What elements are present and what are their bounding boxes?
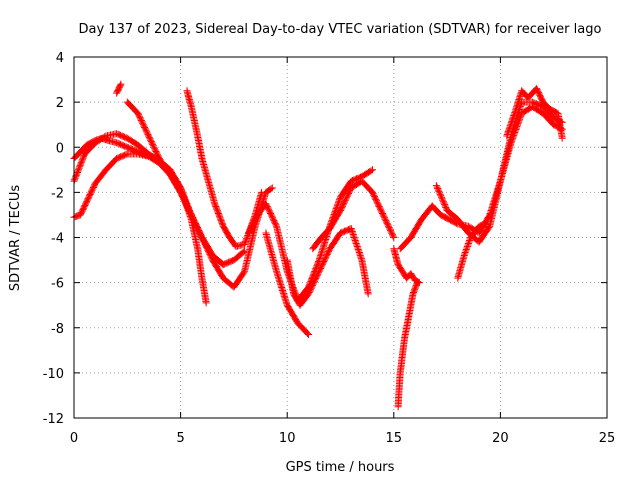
axis-ticks: 0 5 10 15 20 25 -12 -10 -8 -6 -4 -2 0 2 4 [43,51,616,446]
series-arc-8 [262,229,312,338]
series-markers [262,229,312,338]
series-arc-2 [70,150,249,269]
series-arc-16 [503,85,566,142]
series-arc-11 [390,245,423,287]
series-markers [394,279,421,411]
y-tick-label: -2 [51,186,64,201]
series-arc-12 [394,279,421,411]
series-markers [113,80,125,97]
series-arc-3 [70,130,210,307]
series-markers [454,220,489,282]
series-markers [283,225,372,309]
y-tick-label: -12 [43,412,64,427]
series-arc-10 [309,177,398,253]
y-tick-label: -10 [43,367,64,382]
series-markers [70,150,249,269]
series-markers [390,245,423,287]
series-markers [70,134,276,291]
x-tick-label: 25 [599,431,616,446]
x-tick-label: 10 [279,431,296,446]
data-series [70,80,566,411]
y-tick-label: 4 [56,51,64,66]
x-axis-label: GPS time / hours [286,460,395,475]
chart-title: Day 137 of 2023, Sidereal Day-to-day VTE… [79,22,602,37]
series-arc-15 [454,220,489,282]
x-tick-label: 15 [386,431,403,446]
series-markers [503,85,566,142]
x-tick-label: 0 [70,431,78,446]
series-arc-1 [70,134,276,291]
series-arc-13 [396,103,566,253]
series-markers [309,177,398,253]
y-axis-label: SDTVAR / TECUs [8,185,23,292]
series-arc-5 [123,98,227,269]
series-markers [396,103,566,253]
series-arc-14 [432,98,566,246]
series-markers [123,98,227,269]
y-tick-label: -4 [51,232,64,247]
y-tick-label: -8 [51,322,64,337]
series-markers [70,130,210,307]
series-arc-4 [113,80,125,97]
series-markers [432,98,566,246]
y-tick-label: 2 [56,96,64,111]
y-tick-label: 0 [56,141,64,156]
series-arc-9 [283,225,372,309]
x-tick-label: 5 [176,431,184,446]
y-tick-label: -6 [51,277,64,292]
x-tick-label: 20 [492,431,509,446]
